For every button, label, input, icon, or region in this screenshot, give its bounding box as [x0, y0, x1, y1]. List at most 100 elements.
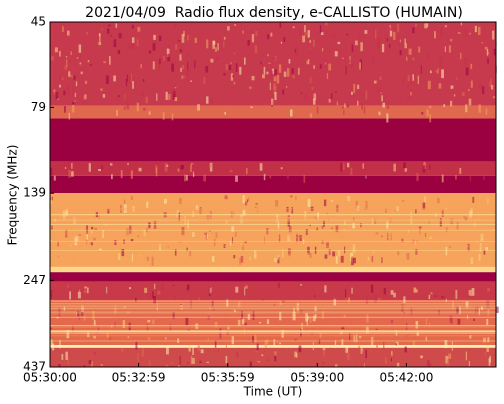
- noise: [91, 361, 93, 367]
- streak: [50, 326, 496, 328]
- noise: [276, 74, 280, 84]
- noise: [478, 26, 481, 35]
- noise: [107, 208, 110, 214]
- x-tick-label: 05:42:00: [379, 371, 433, 385]
- noise: [273, 69, 277, 75]
- noise: [135, 341, 138, 350]
- noise: [169, 323, 172, 333]
- noise: [152, 43, 156, 51]
- noise: [276, 341, 279, 344]
- noise: [110, 163, 113, 166]
- noise: [93, 352, 97, 355]
- noise: [465, 67, 469, 76]
- noise: [425, 336, 428, 341]
- noise: [214, 340, 217, 348]
- noise: [190, 80, 193, 82]
- streak: [50, 218, 496, 220]
- noise: [233, 81, 236, 85]
- noise: [158, 64, 160, 73]
- noise: [207, 338, 209, 341]
- noise: [126, 101, 130, 110]
- noise: [244, 322, 247, 326]
- noise: [114, 305, 117, 314]
- noise: [335, 364, 338, 367]
- noise: [321, 311, 325, 319]
- noise: [343, 314, 346, 318]
- noise: [254, 351, 258, 353]
- noise: [374, 294, 377, 304]
- noise: [50, 197, 52, 204]
- y-tick-label: 45: [31, 15, 46, 29]
- noise: [64, 65, 68, 70]
- noise: [343, 110, 345, 115]
- noise: [332, 251, 336, 257]
- noise: [266, 319, 270, 324]
- noise: [359, 59, 362, 61]
- noise: [418, 226, 422, 229]
- noise: [335, 91, 337, 93]
- noise: [148, 359, 151, 367]
- noise: [57, 241, 59, 247]
- noise: [321, 362, 325, 364]
- noise: [353, 257, 356, 264]
- noise: [337, 250, 341, 257]
- noise: [300, 92, 303, 94]
- noise: [473, 318, 475, 321]
- noise: [365, 200, 368, 209]
- noise: [70, 51, 72, 55]
- noise: [333, 299, 337, 306]
- noise: [314, 295, 316, 297]
- noise: [321, 225, 324, 229]
- noise: [194, 37, 197, 43]
- noise: [137, 235, 140, 238]
- noise: [70, 74, 73, 78]
- noise: [370, 284, 374, 293]
- band: [50, 161, 496, 176]
- noise: [162, 112, 165, 120]
- noise: [234, 310, 236, 313]
- noise: [234, 24, 236, 26]
- noise: [334, 51, 338, 57]
- noise: [412, 340, 415, 345]
- noise: [427, 53, 430, 60]
- streak: [50, 325, 496, 326]
- noise: [106, 286, 108, 294]
- noise: [145, 96, 149, 104]
- noise: [197, 104, 200, 111]
- noise: [118, 322, 121, 325]
- noise: [197, 319, 200, 322]
- noise: [210, 287, 212, 293]
- noise: [219, 337, 222, 340]
- noise: [467, 294, 470, 297]
- noise: [294, 48, 296, 53]
- noise: [441, 296, 444, 299]
- noise: [167, 53, 171, 62]
- noise: [59, 51, 61, 57]
- noise: [295, 47, 299, 56]
- noise: [68, 170, 71, 178]
- noise: [118, 95, 120, 98]
- noise: [336, 101, 339, 106]
- noise: [197, 345, 200, 351]
- noise: [271, 68, 275, 75]
- noise: [365, 295, 368, 305]
- noise: [59, 340, 61, 349]
- noise: [62, 26, 64, 32]
- noise: [190, 356, 193, 365]
- noise: [342, 57, 344, 59]
- noise: [378, 111, 381, 116]
- noise: [233, 52, 236, 55]
- noise: [166, 364, 168, 367]
- noise: [259, 163, 263, 171]
- noise: [363, 363, 365, 367]
- noise: [231, 226, 235, 232]
- noise: [445, 298, 447, 303]
- noise: [486, 345, 489, 352]
- noise: [421, 111, 424, 115]
- streak: [50, 331, 496, 333]
- noise: [129, 287, 132, 290]
- noise: [307, 253, 310, 255]
- noise: [230, 62, 232, 64]
